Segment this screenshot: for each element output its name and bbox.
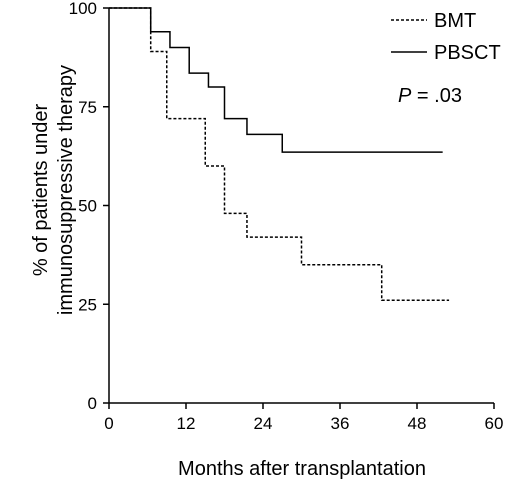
x-tick-label: 12 [177, 414, 196, 433]
legend-label-pbsct: PBSCT [434, 42, 501, 64]
x-tick-label: 36 [331, 414, 350, 433]
x-tick-label: 24 [254, 414, 273, 433]
x-tick-label: 48 [408, 414, 427, 433]
series-line-pbsct [109, 7, 443, 153]
legend-label-bmt: BMT [434, 10, 476, 32]
p-value-text: = .03 [411, 85, 462, 107]
series-lines [109, 7, 450, 302]
x-tick-label: 0 [104, 414, 113, 433]
p-value-symbol: P [398, 85, 412, 107]
y-tick-label: 75 [78, 98, 97, 117]
x-tick-label: 60 [485, 414, 504, 433]
legend: BMT PBSCT [391, 10, 501, 64]
axes [103, 7, 495, 409]
y-tick-label: 0 [88, 394, 97, 413]
y-tick-label: 25 [78, 295, 97, 314]
y-axis-title: % of patients under immunosuppressive th… [30, 65, 77, 315]
tick-labels: 0 12 24 36 48 60 0 25 50 75 100 [69, 0, 504, 433]
y-tick-label: 50 [78, 197, 97, 216]
x-axis-title: Months after transplantation [178, 458, 426, 480]
y-axis-title-line-1: % of patients under [30, 103, 52, 276]
y-tick-label: 100 [69, 0, 97, 18]
p-value-annotation: P = .03 [398, 85, 462, 107]
y-axis-title-line-2: immunosuppressive therapy [55, 65, 77, 315]
series-line-bmt [109, 7, 450, 302]
